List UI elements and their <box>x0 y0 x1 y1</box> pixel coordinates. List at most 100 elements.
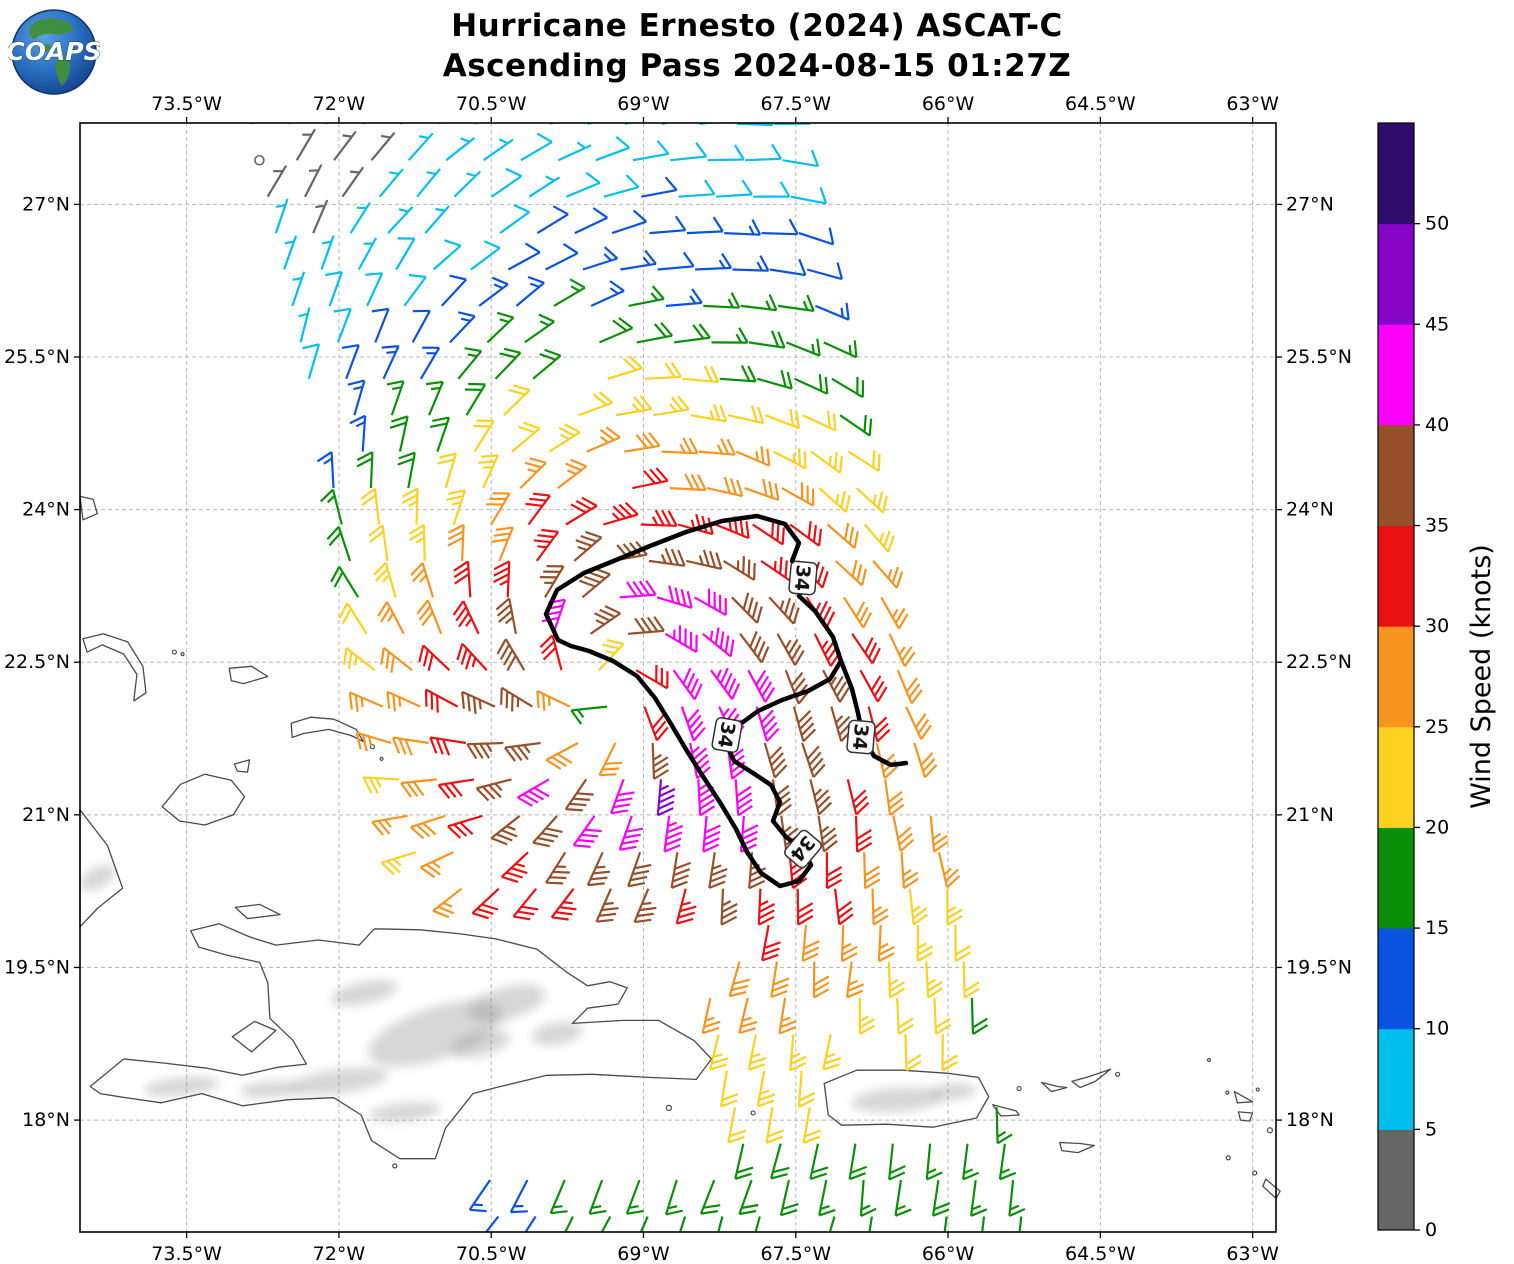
wind-barb <box>320 488 343 525</box>
wind-barb <box>702 815 721 853</box>
coastline-st-croix <box>1059 1141 1095 1154</box>
wind-barb <box>500 851 529 883</box>
colorbar-segment-35-40 <box>1378 424 1414 527</box>
wind-barb <box>536 690 571 711</box>
colorbar-segment-20-25 <box>1378 726 1414 828</box>
wind-barb <box>579 567 611 599</box>
wind-barb <box>565 496 598 526</box>
wind-barb <box>504 741 541 762</box>
wind-barb <box>586 851 611 887</box>
colorbar-tick-label: 45 <box>1425 313 1449 335</box>
wind-barb <box>998 1143 1017 1181</box>
wind-barb <box>302 343 321 380</box>
wind-barb <box>446 489 467 525</box>
y-tick-label-left: 18°N <box>22 1109 70 1131</box>
wind-barb <box>847 450 881 472</box>
wind-barb <box>675 888 697 925</box>
wind-barb <box>557 141 592 162</box>
wind-barb <box>532 348 562 380</box>
wind-barb <box>424 688 459 713</box>
y-tick-label-left: 25.5°N <box>4 346 70 368</box>
wind-barb <box>817 815 838 853</box>
grid-layer <box>80 123 1276 1232</box>
x-tick-label-bottom: 63°W <box>1226 1243 1279 1264</box>
wind-barb <box>706 476 744 498</box>
wind-barb <box>548 423 581 453</box>
x-tick-label-bottom: 66°W <box>922 1243 975 1264</box>
wind-barb <box>429 736 467 756</box>
wind-barb <box>719 365 757 383</box>
colorbar-tick-label: 10 <box>1425 1018 1449 1040</box>
wind-barb <box>320 235 335 270</box>
wind-barb <box>731 592 763 624</box>
island-saona <box>665 1104 672 1111</box>
wind-barb <box>678 1216 687 1232</box>
wind-barb <box>524 313 555 344</box>
island-grand-turk <box>369 744 376 750</box>
wind-barb <box>830 706 854 742</box>
wind-barb <box>739 630 770 664</box>
wind-barb <box>500 686 533 712</box>
wind-barb <box>338 602 368 635</box>
wind-barb <box>403 273 427 307</box>
wind-barb <box>753 181 791 198</box>
wind-barb <box>699 123 718 125</box>
coastline-little-inagua <box>233 759 251 773</box>
wind-barb <box>503 384 531 416</box>
wind-barb <box>440 274 468 307</box>
x-tick-label-top: 66°W <box>922 93 975 115</box>
wind-barb <box>723 556 756 581</box>
wind-barb <box>777 294 815 312</box>
x-tick-label-top: 70.5°W <box>456 93 527 115</box>
wind-barb <box>858 997 876 1035</box>
wind-barb <box>757 888 776 926</box>
wind-barb <box>437 452 458 489</box>
wind-barb <box>410 814 446 840</box>
x-tick-label-top: 67.5°W <box>760 93 831 115</box>
wind-barb <box>471 887 500 920</box>
wind-barb <box>333 130 357 161</box>
contour-34-label-text: 34 <box>713 720 739 750</box>
wind-barb <box>851 633 881 665</box>
colorbar-tick-label: 25 <box>1425 716 1449 738</box>
wind-barb <box>599 317 634 344</box>
wind-barb <box>410 562 435 598</box>
terrain-layer <box>80 865 978 1122</box>
wind-barb <box>437 778 475 799</box>
wind-barb <box>752 520 785 546</box>
wind-barb <box>937 852 961 889</box>
coastline-st-kitts <box>1262 1178 1281 1200</box>
wind-barb <box>813 633 842 667</box>
y-tick-label-right: 22.5°N <box>1286 651 1352 673</box>
wind-barb <box>387 206 414 234</box>
wind-barb <box>768 596 800 625</box>
colorbar-tick-label: 5 <box>1425 1118 1437 1140</box>
wind-barb <box>545 742 579 770</box>
wind-barb <box>740 815 759 853</box>
y-tick-label-right: 18°N <box>1286 1109 1334 1131</box>
wind-barb <box>765 408 801 430</box>
colorbar-tick-label: 0 <box>1425 1219 1437 1241</box>
wind-barb <box>395 237 416 271</box>
wind-barb <box>532 815 563 848</box>
wind-barb <box>669 473 707 492</box>
wind-barb <box>362 123 366 125</box>
wind-barb <box>491 526 514 562</box>
wind-barb <box>933 997 951 1035</box>
wind-barb <box>773 448 807 470</box>
y-tick-label-left: 21°N <box>22 804 70 826</box>
wind-barb <box>432 887 463 919</box>
wind-barb <box>670 852 691 889</box>
wind-barb <box>468 1179 491 1213</box>
wind-barb <box>946 888 963 926</box>
wind-barb <box>491 167 523 198</box>
contour-34-label: 34 <box>846 719 876 755</box>
wind-barb <box>747 669 776 703</box>
wind-barb <box>355 731 392 752</box>
wind-barb <box>496 638 526 672</box>
wind-barb <box>868 1216 873 1232</box>
wind-barb <box>648 547 686 567</box>
wind-barb <box>611 209 648 235</box>
wind-barb <box>665 288 703 307</box>
